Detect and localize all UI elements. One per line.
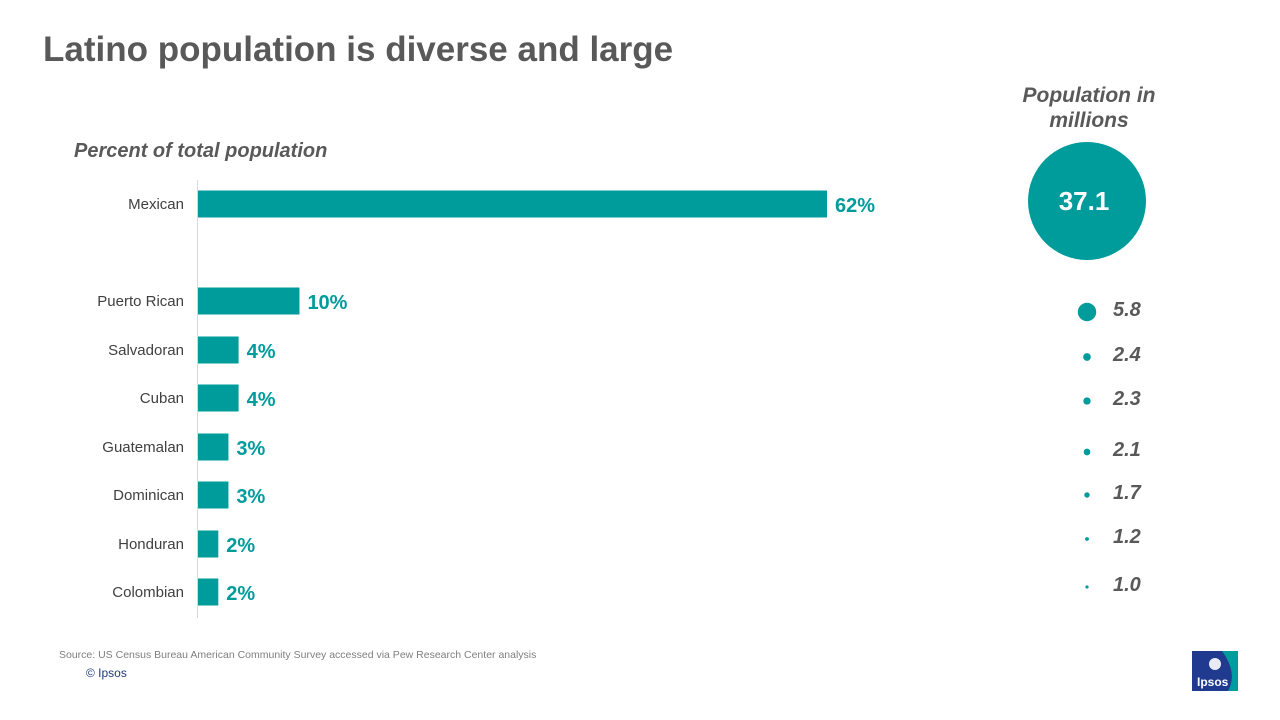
copyright-note: © Ipsos [86, 666, 127, 680]
population-bubble [1085, 537, 1089, 541]
category-label: Guatemalan [102, 439, 184, 456]
bar-cuban [198, 384, 239, 412]
bar-value-label: 4% [247, 389, 276, 411]
chart-marks: Mexican 62% 37.1 Puerto Rican 10% 5.8 Salvador… [97, 142, 1146, 606]
population-header: Population in millions [1022, 84, 1156, 132]
population-label: 1.7 [1113, 482, 1142, 504]
population-bubble [1085, 585, 1089, 589]
bar-value-label: 3% [236, 438, 265, 460]
population-label: 5.8 [1113, 299, 1142, 321]
bar-mexican [198, 190, 827, 218]
bar-salvadoran [198, 336, 239, 364]
population-bubble [1083, 448, 1091, 456]
bar-value-label: 4% [247, 341, 276, 363]
category-label: Honduran [118, 536, 184, 553]
population-bubble [1077, 302, 1097, 322]
population-label: 37.1 [1059, 186, 1110, 216]
population-bubble [1083, 353, 1091, 361]
bar-puerto-rican [198, 287, 300, 315]
bar-honduran [198, 530, 219, 558]
population-label: 1.2 [1113, 526, 1141, 548]
category-label: Salvadoran [108, 342, 184, 359]
population-bubble [1028, 142, 1146, 260]
logo-text: Ipsos [1197, 675, 1229, 689]
population-bubble [1084, 492, 1090, 498]
source-note: Source: US Census Bureau American Commun… [59, 649, 537, 661]
bar-value-label: 2% [226, 535, 255, 557]
category-label: Cuban [140, 390, 184, 407]
ipsos-logo: Ipsos [1192, 651, 1238, 691]
category-label: Puerto Rican [97, 293, 184, 310]
bar-value-label: 62% [835, 195, 875, 217]
bar-dominican [198, 481, 229, 509]
bar-colombian [198, 578, 219, 606]
population-bubble [1083, 397, 1091, 405]
bar-value-label: 2% [226, 583, 255, 605]
bar-value-label: 3% [236, 486, 265, 508]
population-label: 2.4 [1112, 344, 1141, 366]
population-label: 1.0 [1113, 574, 1141, 596]
population-label: 2.1 [1112, 439, 1141, 461]
bar-guatemalan [198, 433, 229, 461]
population-label: 2.3 [1112, 388, 1141, 410]
chart-subtitle: Percent of total population [74, 140, 328, 162]
slide-title: Latino population is diverse and large [43, 30, 674, 69]
bar-value-label: 10% [307, 292, 347, 314]
category-label: Dominican [113, 487, 184, 504]
category-label: Mexican [128, 196, 184, 213]
category-label: Colombian [112, 584, 184, 601]
